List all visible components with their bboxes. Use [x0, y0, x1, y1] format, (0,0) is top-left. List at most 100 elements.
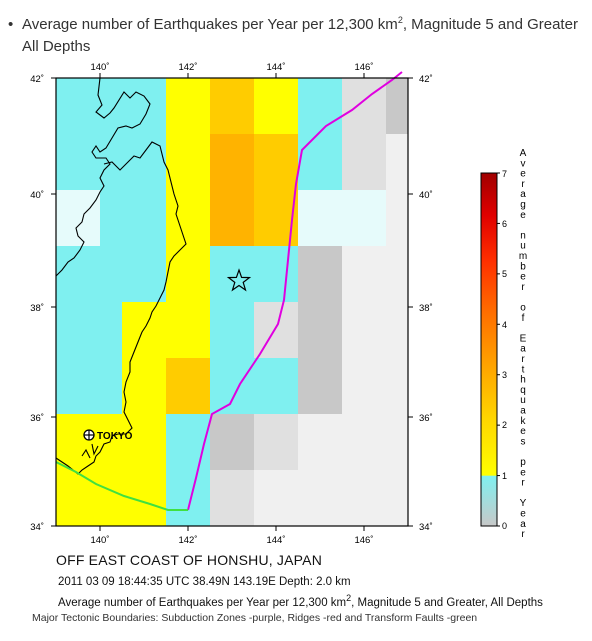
grid-cell: [166, 414, 210, 470]
legend-label-char: u: [520, 395, 526, 406]
grid-cell: [122, 246, 166, 302]
grid-cell: [254, 414, 298, 470]
legend-label-char: r: [521, 179, 525, 190]
map-subtitle: Average number of Earthquakes per Year p…: [58, 594, 543, 609]
legend-label-char: b: [520, 261, 526, 272]
lat-tick-left-36: 36˚: [30, 413, 44, 424]
legend-label-char: e: [520, 169, 526, 180]
grid-cell: [166, 78, 210, 134]
lat-tick-right-38: 38˚: [419, 303, 433, 314]
grid-cell: [122, 78, 166, 134]
grid-cell: [56, 190, 100, 246]
lat-tick-left-40: 40˚: [30, 190, 44, 201]
legend-label-char: a: [520, 189, 526, 200]
grid-cell: [210, 246, 254, 302]
grid-cell: [100, 190, 122, 246]
grid-cell: [386, 134, 408, 190]
legend-label-char: a: [520, 344, 526, 355]
title-text: Average number of Earthquakes per Year p…: [22, 14, 582, 58]
legend-label-char: e: [520, 467, 526, 478]
legend-label-char: A: [520, 148, 527, 159]
legend-tick-2: 2: [502, 420, 507, 430]
grid-cell: [386, 190, 408, 246]
grid-cell: [56, 78, 100, 134]
grid-cell: [342, 78, 386, 134]
legend-label-char: E: [520, 333, 527, 344]
legend-tick-4: 4: [502, 320, 507, 330]
grid-cell: [386, 78, 408, 134]
title-sup: 2: [397, 15, 403, 25]
title-prefix: Average number of Earthquakes per Year p…: [22, 16, 398, 33]
grid-cell: [122, 358, 166, 414]
grid-cell: [122, 134, 166, 190]
lat-tick-right-34: 34˚: [419, 522, 433, 533]
grid-cell: [386, 246, 408, 302]
grid-cell: [210, 302, 254, 358]
legend-tick-0: 0: [502, 521, 507, 531]
grid-cell: [298, 134, 342, 190]
grid-cell: [56, 246, 100, 302]
grid-cell: [298, 246, 342, 302]
legend-label-char: h: [520, 375, 526, 386]
legend-label-char: Y: [520, 498, 527, 509]
legend-label-char: e: [520, 272, 526, 283]
grid-cell: [100, 302, 122, 358]
legend-tick-7: 7: [502, 169, 507, 179]
grid-cell: [56, 470, 100, 526]
legend-colorbar: [480, 172, 500, 527]
japan-coastline: [55, 77, 187, 475]
grid-cell: [342, 358, 386, 414]
subtitle-sup: 2: [346, 593, 352, 604]
grid-cell: [254, 470, 298, 526]
grid-cell: [254, 358, 298, 414]
legend-label-char: r: [521, 354, 525, 365]
grid-cell: [386, 302, 408, 358]
title-suffix: , Magnitude 5 and Greater: [402, 16, 578, 33]
grid-cell: [56, 358, 100, 414]
region-name: OFF EAST COAST OF HONSHU, JAPAN: [56, 552, 323, 568]
grid-cell: [342, 470, 386, 526]
grid-cell: [56, 414, 100, 470]
lon-tick-bottom-142: 142˚: [178, 535, 197, 545]
title-line2: All Depths: [22, 38, 91, 55]
grid-cell: [122, 302, 166, 358]
grid-cell: [298, 414, 342, 470]
grid-cell: [298, 302, 342, 358]
grid-cell: [210, 190, 254, 246]
axis-ticks: [51, 73, 413, 531]
legend-label-char: m: [519, 251, 527, 262]
grid-cell: [342, 302, 386, 358]
legend-label-char: v: [521, 158, 526, 169]
grid-cell: [56, 302, 100, 358]
grid-cell: [298, 470, 342, 526]
lat-tick-right-42: 42˚: [419, 74, 433, 85]
legend-label-char: k: [521, 416, 527, 427]
grid-cell: [100, 246, 122, 302]
legend-tick-6: 6: [502, 219, 507, 229]
grid-cell: [342, 134, 386, 190]
grid-cell: [254, 246, 298, 302]
grid-cell: [100, 414, 122, 470]
grid-cell: [254, 134, 298, 190]
grid-cell: [298, 358, 342, 414]
grid-cell: [386, 414, 408, 470]
legend-label-char: p: [520, 457, 526, 468]
tokyo-label: TOKYO: [97, 431, 133, 442]
legend-tick-5: 5: [502, 269, 507, 279]
legend-label-char: o: [520, 303, 526, 314]
lon-tick-top-140: 140˚: [90, 62, 109, 73]
grid-cell: [166, 358, 210, 414]
grid-cell: [166, 470, 210, 526]
grid-cell: [100, 78, 122, 134]
lon-tick-bottom-140: 140˚: [90, 535, 109, 545]
grid-cell: [342, 414, 386, 470]
grid-cell: [210, 134, 254, 190]
lat-tick-right-40: 40˚: [419, 190, 433, 201]
transform-fault-line: [55, 461, 188, 511]
grid-cell: [386, 358, 408, 414]
legend-label-char: g: [520, 200, 526, 211]
grid-cell: [298, 78, 342, 134]
subduction-zone-line: [187, 71, 403, 511]
grid-cell: [210, 358, 254, 414]
